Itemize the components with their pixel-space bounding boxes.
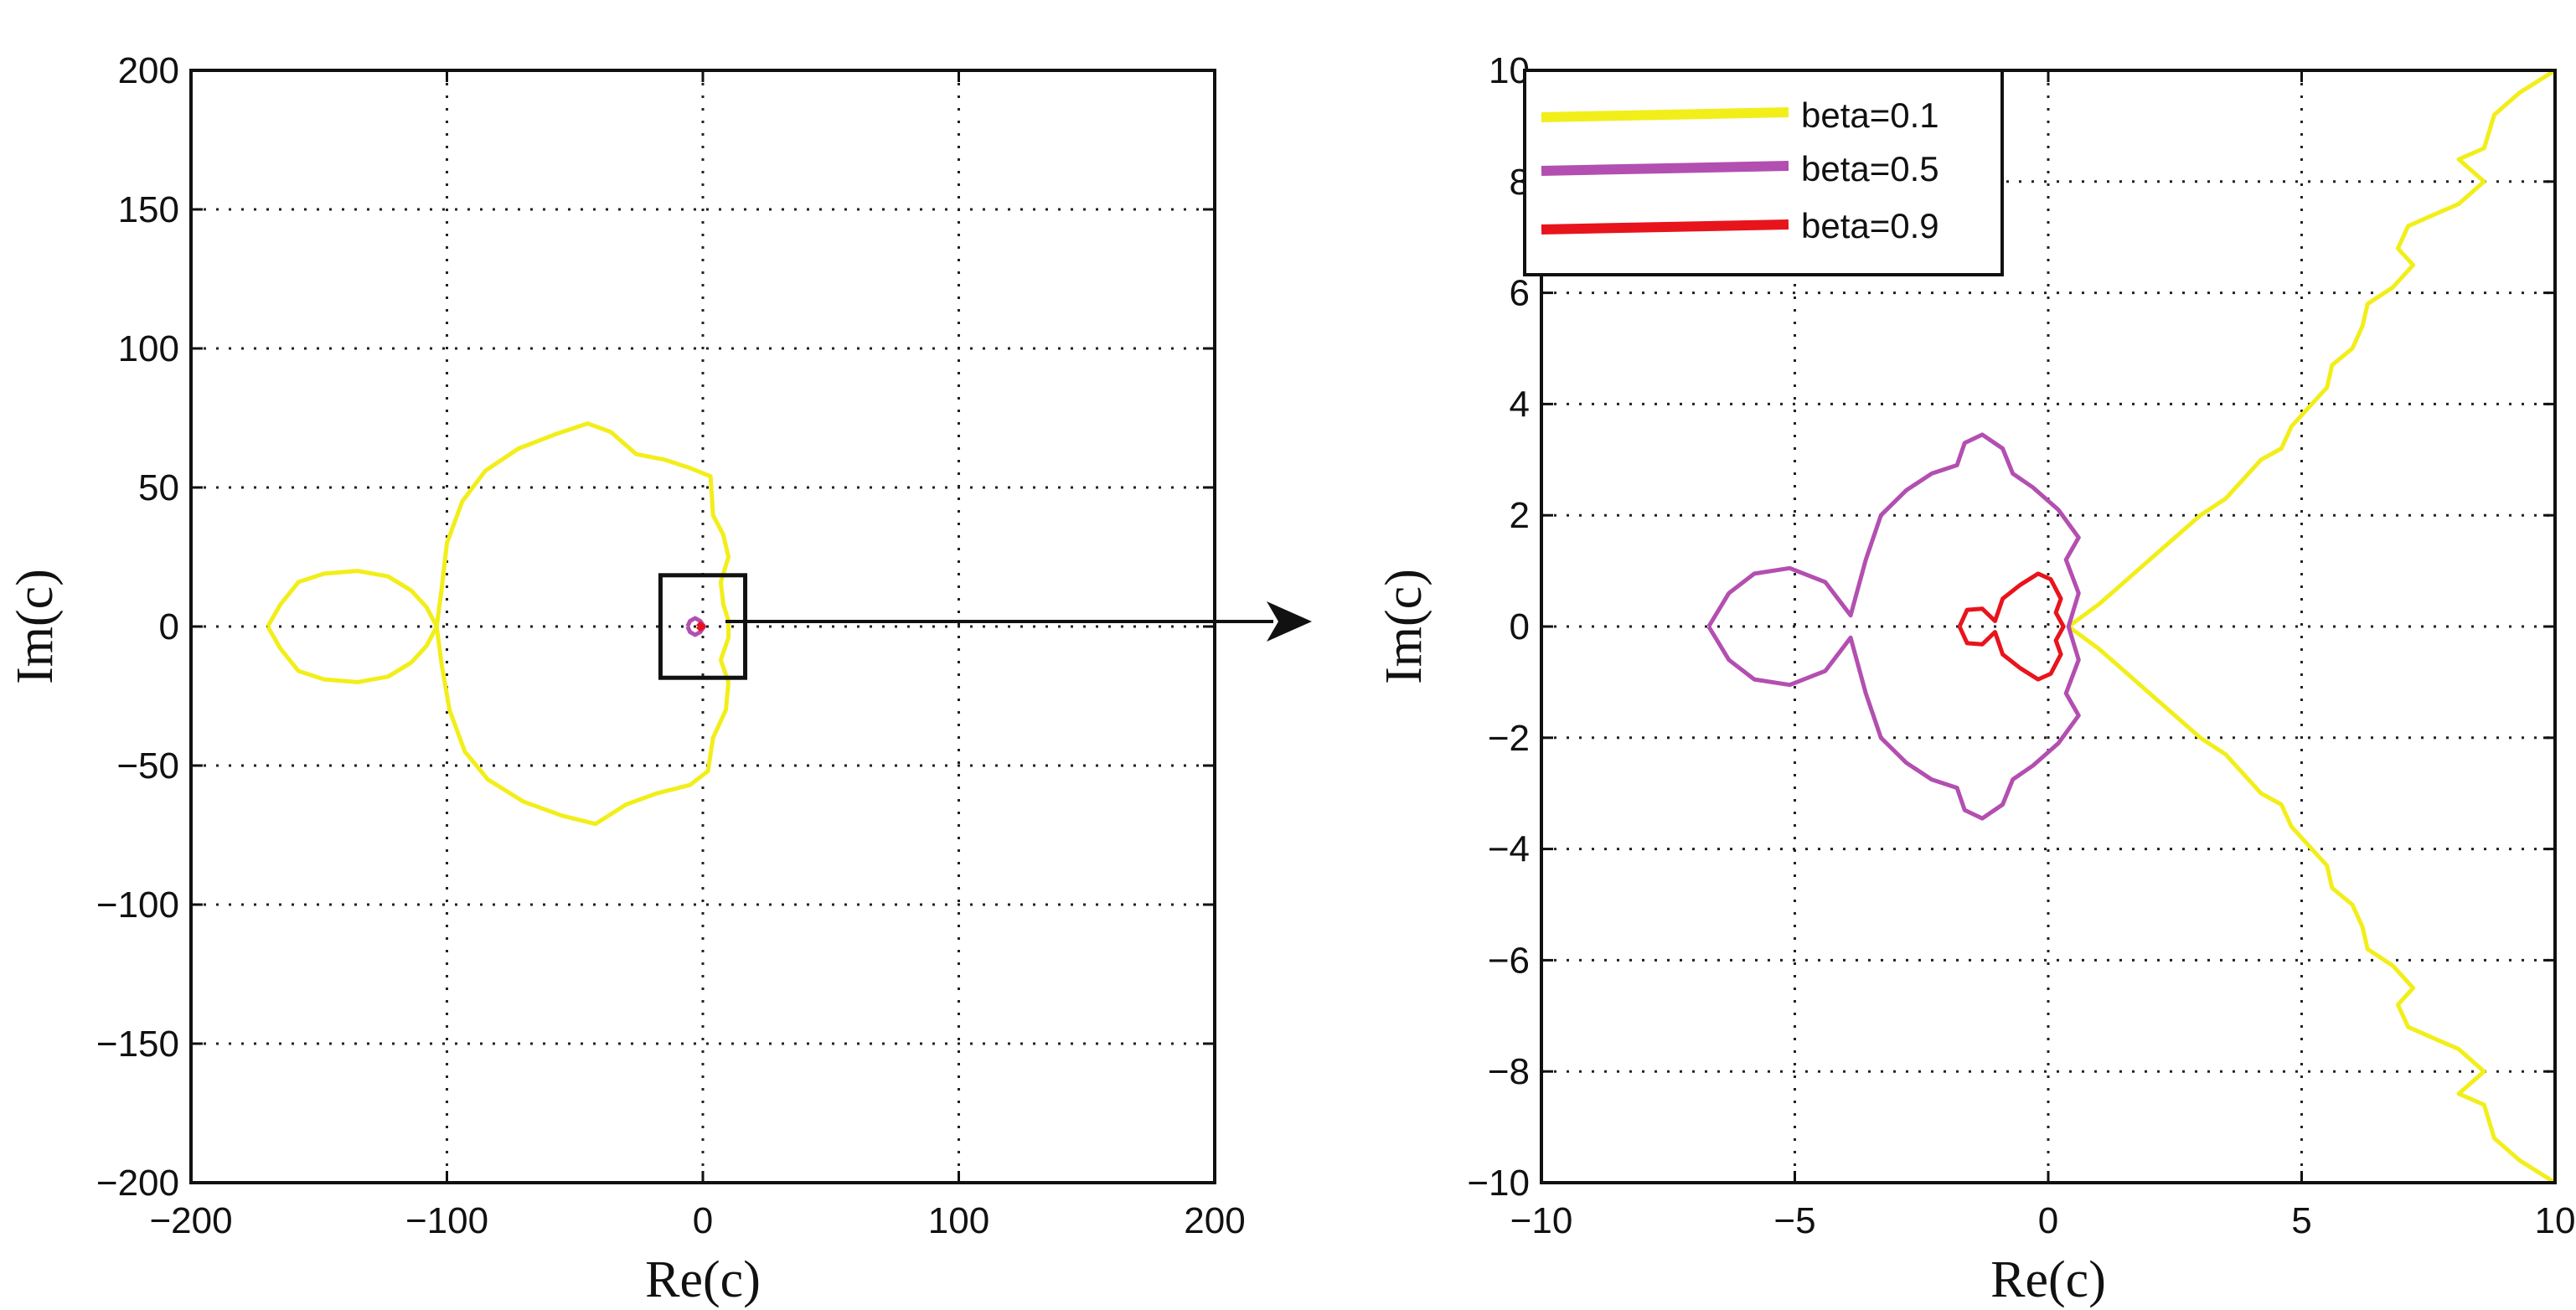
overview-ytick-label: 200: [118, 50, 179, 91]
zoom-ytick-label: −8: [1488, 1051, 1530, 1092]
overview-ytick-label: −50: [116, 745, 179, 787]
zoom-ytick-label: 6: [1510, 273, 1530, 314]
zoom-series-beta-0-9: [1957, 571, 2066, 682]
zoom-ytick-label: −2: [1488, 718, 1530, 759]
overview-xtick-label: 100: [928, 1200, 989, 1241]
overview-xtick-label: 200: [1184, 1200, 1245, 1241]
zoom-ytick-label: 4: [1510, 384, 1530, 425]
legend-label-beta-0-9: beta=0.9: [1801, 206, 1939, 245]
zoom-xtick-label: 5: [2291, 1200, 2311, 1241]
zoom-ytick-label: 10: [1489, 50, 1530, 91]
zoom-y-axis-label: Im(c): [1376, 569, 1433, 684]
legend-swatch-beta-0-9: [1541, 219, 1789, 235]
overview-ytick-label: 150: [118, 189, 179, 230]
zoom-xtick-label: −10: [1510, 1200, 1573, 1241]
overview-ytick-label: −150: [96, 1024, 179, 1065]
zoom-ytick-label: 2: [1510, 495, 1530, 536]
overview-plot: −200 −100 0 100 200 −200 −150 −100 −50 0 50 100 150 2…: [7, 50, 1246, 1308]
overview-xtick-label: −100: [405, 1200, 488, 1241]
overview-xtick-label: 0: [693, 1200, 713, 1241]
legend: beta=0.1 beta=0.5 beta=0.9: [1523, 69, 2004, 276]
overview-series-beta-0-1: [266, 421, 731, 827]
overview-ytick-label: 100: [118, 328, 179, 369]
zoom-xtick-label: −5: [1773, 1200, 1815, 1241]
legend-label-beta-0-1: beta=0.1: [1801, 95, 1939, 135]
overview-ytick-label: 0: [159, 606, 179, 647]
overview-x-axis-label: Re(c): [645, 1251, 761, 1308]
overview-series-beta-0-9: [696, 621, 706, 632]
zoom-x-axis-label: Re(c): [1990, 1251, 2106, 1308]
zoom-series-beta-0-5: [1706, 432, 2081, 821]
legend-label-beta-0-5: beta=0.5: [1801, 149, 1939, 188]
legend-swatch-beta-0-1: [1541, 107, 1789, 122]
zoom-ytick-label: −4: [1488, 829, 1530, 870]
overview-ytick-label: −200: [96, 1163, 179, 1204]
zoom-ytick-label: −10: [1467, 1163, 1530, 1204]
overview-xtick-label: −200: [149, 1200, 232, 1241]
legend-swatch-beta-0-5: [1541, 161, 1789, 176]
zoom-region-box: [658, 573, 748, 680]
zoom-ytick-label: 0: [1510, 606, 1530, 647]
overview-ytick-label: −100: [96, 885, 179, 926]
zoom-xtick-label: 10: [2535, 1200, 2576, 1241]
overview-y-axis-label: Im(c): [7, 569, 64, 684]
zoom-xtick-label: 0: [2038, 1200, 2058, 1241]
overview-ytick-label: 50: [138, 467, 179, 508]
zoom-ytick-label: −6: [1488, 940, 1530, 981]
zoom-connector-arrowhead: [1267, 601, 1312, 642]
